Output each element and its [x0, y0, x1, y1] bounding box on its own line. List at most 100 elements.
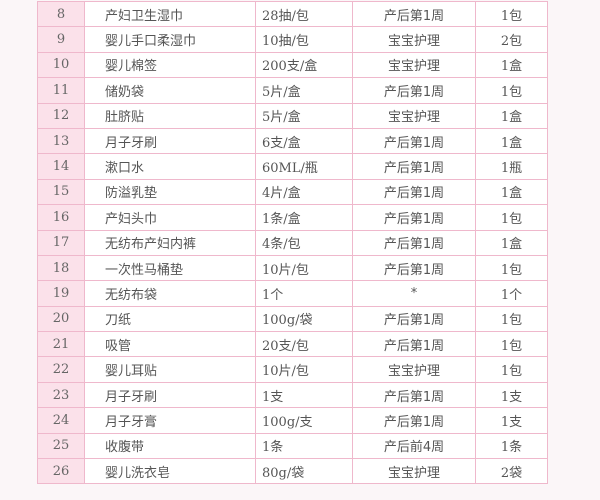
table-row: 23 月子牙刷 1支 产后第1周 1支 [37, 381, 548, 409]
row-number: 17 [37, 229, 85, 256]
row-number: 15 [37, 178, 85, 206]
item-spec: 80g/袋 [255, 458, 353, 485]
item-spec: 10片/包 [255, 356, 353, 383]
item-spec: 100g/袋 [255, 305, 353, 333]
usage-time: 宝宝护理 [352, 458, 476, 485]
row-number: 11 [37, 77, 85, 104]
usage-time: 宝宝护理 [352, 51, 476, 79]
usage-time: 产后第1周 [352, 77, 476, 104]
item-quantity: 1包 [475, 0, 548, 28]
table-row: 15 防溢乳垫 4片/盒 产后第1周 1盒 [37, 178, 548, 206]
item-spec: 1条/盒 [255, 204, 353, 231]
table-row: 16 产妇头巾 1条/盒 产后第1周 1包 [37, 204, 548, 231]
table-row: 24 月子牙膏 100g/支 产后第1周 1支 [37, 407, 548, 434]
item-name: 刀纸 [84, 305, 256, 333]
usage-time: 宝宝护理 [352, 26, 476, 53]
row-number: 10 [37, 51, 85, 79]
item-name: 漱口水 [84, 153, 256, 180]
usage-time: 产后第1周 [352, 305, 476, 333]
item-spec: 5片/盒 [255, 77, 353, 104]
table-row: 19 无纺布袋 1个 * 1个 [37, 280, 548, 307]
item-quantity: 1盒 [475, 127, 548, 155]
item-quantity: 1盒 [475, 178, 548, 206]
item-quantity: 1个 [475, 280, 548, 307]
usage-time: 产后第1周 [352, 178, 476, 206]
row-number: 22 [37, 356, 85, 383]
table-row: 21 吸管 20支/包 产后第1周 1包 [37, 331, 548, 358]
usage-time: 产后第1周 [352, 254, 476, 282]
item-spec: 20支/包 [255, 331, 353, 358]
item-spec: 10抽/包 [255, 26, 353, 53]
usage-time: 产后第1周 [352, 153, 476, 180]
item-quantity: 1包 [475, 77, 548, 104]
item-name: 婴儿棉签 [84, 51, 256, 79]
usage-time: 产后第1周 [352, 204, 476, 231]
row-number: 20 [37, 305, 85, 333]
row-number: 19 [37, 280, 85, 307]
item-spec: 5片/盒 [255, 102, 353, 129]
item-name: 吸管 [84, 331, 256, 358]
row-number: 25 [37, 432, 85, 460]
item-quantity: 1盒 [475, 102, 548, 129]
item-name: 婴儿手口柔湿巾 [84, 26, 256, 53]
item-name: 肚脐贴 [84, 102, 256, 129]
table-row: 11 储奶袋 5片/盒 产后第1周 1包 [37, 77, 548, 104]
item-spec: 100g/支 [255, 407, 353, 434]
item-spec: 6支/盒 [255, 127, 353, 155]
row-number: 18 [37, 254, 85, 282]
usage-time: 产后第1周 [352, 331, 476, 358]
item-name: 月子牙刷 [84, 127, 256, 155]
table-row: 18 一次性马桶垫 10片/包 产后第1周 1包 [37, 254, 548, 282]
table-row: 9 婴儿手口柔湿巾 10抽/包 宝宝护理 2包 [37, 26, 548, 53]
item-quantity: 1盒 [475, 229, 548, 256]
item-spec: 200支/盒 [255, 51, 353, 79]
item-spec: 1支 [255, 381, 353, 409]
table-row: 14 漱口水 60ML/瓶 产后第1周 1瓶 [37, 153, 548, 180]
usage-time: 产后第1周 [352, 127, 476, 155]
table-row: 10 婴儿棉签 200支/盒 宝宝护理 1盒 [37, 51, 548, 79]
row-number: 16 [37, 204, 85, 231]
item-quantity: 1包 [475, 254, 548, 282]
item-spec: 10片/包 [255, 254, 353, 282]
row-number: 21 [37, 331, 85, 358]
row-number: 13 [37, 127, 85, 155]
item-quantity: 1支 [475, 407, 548, 434]
item-spec: 28抽/包 [255, 0, 353, 28]
item-name: 婴儿洗衣皂 [84, 458, 256, 485]
supplies-table: 8 产妇卫生湿巾 28抽/包 产后第1周 1包 9 婴儿手口柔湿巾 10抽/包 宝宝护理 2包 10… [37, 0, 548, 485]
table-row: 26 婴儿洗衣皂 80g/袋 宝宝护理 2袋 [37, 458, 548, 485]
item-spec: 1个 [255, 280, 353, 307]
table-row: 12 肚脐贴 5片/盒 宝宝护理 1盒 [37, 102, 548, 129]
item-name: 婴儿耳贴 [84, 356, 256, 383]
item-name: 一次性马桶垫 [84, 254, 256, 282]
item-name: 收腹带 [84, 432, 256, 460]
item-quantity: 1包 [475, 204, 548, 231]
item-quantity: 1包 [475, 331, 548, 358]
usage-time: 宝宝护理 [352, 356, 476, 383]
usage-time: 产后第1周 [352, 0, 476, 28]
item-spec: 60ML/瓶 [255, 153, 353, 180]
item-name: 产妇卫生湿巾 [84, 0, 256, 28]
item-quantity: 1盒 [475, 51, 548, 79]
table-row: 8 产妇卫生湿巾 28抽/包 产后第1周 1包 [37, 0, 548, 28]
row-number: 14 [37, 153, 85, 180]
item-quantity: 1包 [475, 356, 548, 383]
row-number: 12 [37, 102, 85, 129]
item-quantity: 1条 [475, 432, 548, 460]
table-row: 17 无纺布产妇内裤 4条/包 产后第1周 1盒 [37, 229, 548, 256]
table-row: 22 婴儿耳贴 10片/包 宝宝护理 1包 [37, 356, 548, 383]
item-quantity: 1瓶 [475, 153, 548, 180]
usage-time: 产后第1周 [352, 381, 476, 409]
item-name: 储奶袋 [84, 77, 256, 104]
item-spec: 1条 [255, 432, 353, 460]
item-name: 防溢乳垫 [84, 178, 256, 206]
item-quantity: 1包 [475, 305, 548, 333]
table-row: 20 刀纸 100g/袋 产后第1周 1包 [37, 305, 548, 333]
usage-time: 产后第1周 [352, 229, 476, 256]
table-row: 13 月子牙刷 6支/盒 产后第1周 1盒 [37, 127, 548, 155]
row-number: 26 [37, 458, 85, 485]
item-quantity: 2袋 [475, 458, 548, 485]
item-name: 无纺布袋 [84, 280, 256, 307]
row-number: 8 [37, 0, 85, 28]
usage-time: * [352, 280, 476, 307]
